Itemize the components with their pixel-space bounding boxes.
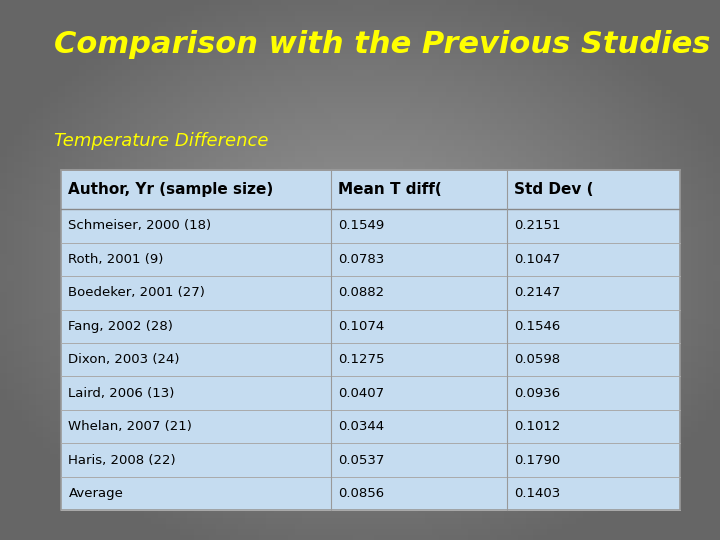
- Text: Average: Average: [68, 487, 123, 500]
- Text: Boedeker, 2001 (27): Boedeker, 2001 (27): [68, 286, 205, 299]
- Text: 0.1275: 0.1275: [338, 353, 384, 366]
- Text: 0.1012: 0.1012: [514, 420, 561, 433]
- Text: Roth, 2001 (9): Roth, 2001 (9): [68, 253, 163, 266]
- Text: 0.0344: 0.0344: [338, 420, 384, 433]
- Text: 0.1549: 0.1549: [338, 219, 384, 232]
- Text: Dixon, 2003 (24): Dixon, 2003 (24): [68, 353, 180, 366]
- Text: 0.2147: 0.2147: [514, 286, 561, 299]
- Text: Fang, 2002 (28): Fang, 2002 (28): [68, 320, 174, 333]
- Text: 0.1074: 0.1074: [338, 320, 384, 333]
- Text: 0.0537: 0.0537: [338, 454, 384, 467]
- Text: 0.2151: 0.2151: [514, 219, 561, 232]
- Text: 0.1790: 0.1790: [514, 454, 560, 467]
- Text: Schmeiser, 2000 (18): Schmeiser, 2000 (18): [68, 219, 212, 232]
- Text: 0.1546: 0.1546: [514, 320, 560, 333]
- Text: 0.0936: 0.0936: [514, 387, 560, 400]
- Text: 0.1403: 0.1403: [514, 487, 560, 500]
- Text: 0.1047: 0.1047: [514, 253, 560, 266]
- Text: Author, Yr (sample size): Author, Yr (sample size): [68, 182, 274, 197]
- Text: Comparison with the Previous Studies: Comparison with the Previous Studies: [54, 30, 711, 59]
- Text: Laird, 2006 (13): Laird, 2006 (13): [68, 387, 175, 400]
- Text: Temperature Difference: Temperature Difference: [54, 132, 269, 150]
- Text: 0.0407: 0.0407: [338, 387, 384, 400]
- Text: 0.0598: 0.0598: [514, 353, 560, 366]
- Text: Haris, 2008 (22): Haris, 2008 (22): [68, 454, 176, 467]
- Text: Std Dev (: Std Dev (: [514, 182, 594, 197]
- Text: 0.0882: 0.0882: [338, 286, 384, 299]
- Text: Whelan, 2007 (21): Whelan, 2007 (21): [68, 420, 192, 433]
- Text: 0.0856: 0.0856: [338, 487, 384, 500]
- Text: Mean T diff(: Mean T diff(: [338, 182, 441, 197]
- Text: 0.0783: 0.0783: [338, 253, 384, 266]
